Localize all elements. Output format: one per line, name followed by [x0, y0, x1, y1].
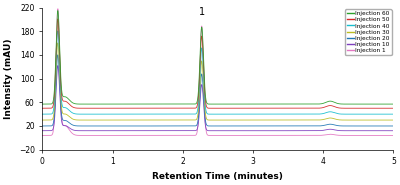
Text: 1: 1	[199, 6, 205, 16]
X-axis label: Retention Time (minutes): Retention Time (minutes)	[152, 172, 283, 181]
Y-axis label: Intensity (mAU): Intensity (mAU)	[4, 38, 13, 119]
Legend: Injection 60, Injection 50, Injection 40, Injection 30, Injection 20, Injection : Injection 60, Injection 50, Injection 40…	[345, 9, 392, 55]
